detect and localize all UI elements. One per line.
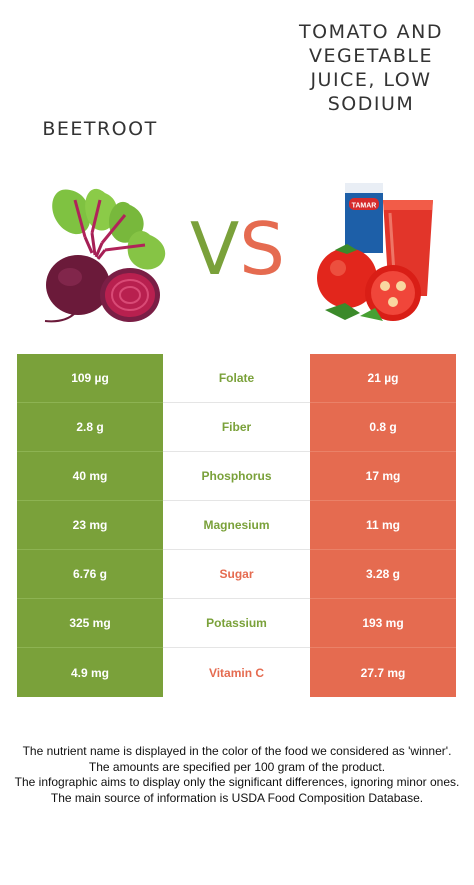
table-row: 40 mg Phosphorus 17 mg [17, 452, 456, 501]
table-row: 2.8 g Fiber 0.8 g [17, 403, 456, 452]
right-food-title-text: TOMATO AND VEGETABLE JUICE, LOW SODIUM [299, 21, 443, 115]
table-row: 6.76 g Sugar 3.28 g [17, 550, 456, 599]
right-value: 27.7 mg [310, 648, 456, 697]
vs-label: VS [190, 213, 285, 285]
nutrient-name: Phosphorus [163, 452, 310, 501]
nutrient-name: Magnesium [163, 501, 310, 550]
right-value: 11 mg [310, 501, 456, 550]
right-value: 3.28 g [310, 550, 456, 599]
right-value: 193 mg [310, 599, 456, 648]
left-food-title: BEETROOT [42, 118, 158, 140]
beet-leaves [52, 188, 166, 270]
right-food-title: TOMATO AND VEGETABLE JUICE, LOW SODIUM [278, 20, 464, 116]
footer-line: The nutrient name is displayed in the co… [22, 744, 452, 758]
beet-root-half [100, 268, 160, 322]
left-value: 40 mg [17, 452, 163, 501]
vs-s: S [239, 207, 285, 291]
carton-label: TAMAR [352, 203, 377, 210]
left-value: 325 mg [17, 599, 163, 648]
vs-v: V [190, 207, 240, 291]
nutrient-name: Fiber [163, 403, 310, 452]
footer-line: The main source of information is USDA F… [50, 790, 424, 805]
left-value: 109 µg [17, 354, 163, 403]
left-value: 6.76 g [17, 550, 163, 599]
nutrient-name: Potassium [163, 599, 310, 648]
nutrient-name: Sugar [163, 550, 310, 599]
table-row: 109 µg Folate 21 µg [17, 354, 456, 403]
right-value: 21 µg [310, 354, 456, 403]
footer-line: The amounts are specified per 100 gram o… [88, 759, 386, 774]
table-row: 23 mg Magnesium 11 mg [17, 501, 456, 550]
footer-notes: The nutrient name is displayed in the co… [10, 744, 464, 806]
nutrient-name: Vitamin C [163, 648, 310, 697]
comparison-table: 109 µg Folate 21 µg 2.8 g Fiber 0.8 g 40… [17, 354, 456, 697]
right-value: 0.8 g [310, 403, 456, 452]
nutrient-name: Folate [163, 354, 310, 403]
left-value: 4.9 mg [17, 648, 163, 697]
tomato-juice-illustration: TAMAR [317, 183, 433, 321]
left-value: 2.8 g [17, 403, 163, 452]
table-row: 325 mg Potassium 193 mg [17, 599, 456, 648]
beetroot-illustration [44, 188, 166, 323]
left-value: 23 mg [17, 501, 163, 550]
tomatoes [317, 244, 421, 321]
right-value: 17 mg [310, 452, 456, 501]
table-row: 4.9 mg Vitamin C 27.7 mg [17, 648, 456, 697]
juice-carton: TAMAR [345, 183, 383, 253]
beet-root-whole [44, 255, 110, 323]
footer-line: The infographic aims to display only the… [14, 775, 460, 789]
